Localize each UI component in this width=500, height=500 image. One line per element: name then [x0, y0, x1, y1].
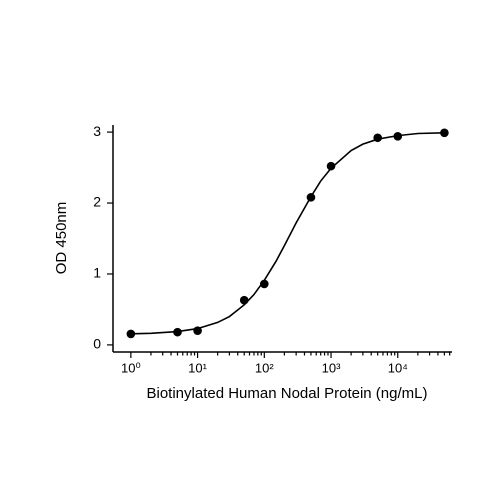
- y-axis-label: OD 450nm: [53, 202, 70, 275]
- y-tick-label: 2: [93, 194, 101, 210]
- data-point: [173, 327, 182, 337]
- data-point: [239, 295, 249, 305]
- x-tick-label: 10⁴: [388, 360, 408, 375]
- data-point: [440, 128, 449, 138]
- x-tick-label: 10¹: [188, 360, 207, 375]
- x-tick-label: 10³: [322, 360, 341, 375]
- x-tick-label: 10⁰: [121, 360, 141, 375]
- data-point: [306, 193, 316, 202]
- y-tick-label: 1: [93, 265, 101, 281]
- x-tick-label: 10²: [255, 360, 274, 375]
- data-point: [193, 326, 202, 336]
- data-point: [260, 279, 269, 289]
- x-axis-label: Biotinylated Human Nodal Protein (ng/mL): [147, 385, 428, 402]
- data-point: [326, 161, 336, 171]
- y-tick-label: 0: [93, 336, 101, 352]
- fit-curve: [130, 132, 445, 335]
- y-tick-label: 3: [93, 123, 101, 139]
- data-point: [126, 329, 136, 339]
- data-point: [393, 132, 403, 141]
- data-point: [373, 133, 382, 143]
